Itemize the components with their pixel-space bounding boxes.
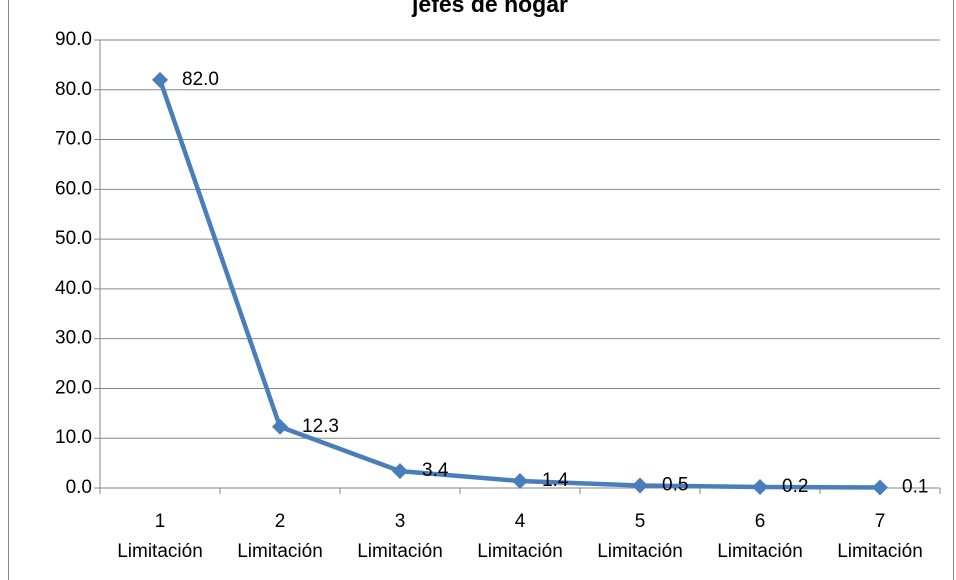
data-label: 0.5 [662,475,688,496]
y-tick-label: 30.0 [55,328,92,349]
x-tick-label: 2 Limitación [237,511,323,562]
data-label: 12.3 [302,416,339,437]
data-point [872,479,888,496]
y-tick-label: 90.0 [55,29,92,50]
x-tick-label: 3 Limitación [357,511,443,562]
data-point [272,418,288,435]
y-tick-label: 80.0 [55,79,92,100]
data-point [632,477,648,494]
x-tick-label: 5 Limitación [597,511,683,562]
data-label: 0.1 [902,477,928,498]
y-tick-label: 40.0 [55,278,92,299]
x-tick-label: 4 Limitación [477,511,563,562]
data-label: 82.0 [182,69,219,90]
chart-border [8,0,954,580]
y-tick-label: 70.0 [55,129,92,150]
y-tick-label: 60.0 [55,178,92,199]
data-point [152,71,168,88]
y-tick-label: 20.0 [55,377,92,398]
data-label: 0.2 [782,476,808,497]
x-tick-label: 1 Limitación [117,511,203,562]
data-label: 1.4 [542,470,569,491]
data-label: 3.4 [422,460,449,481]
y-tick-label: 0.0 [66,477,92,498]
chart-title: jefes de hogar [411,0,568,17]
x-tick-label: 7 Limitación [837,511,923,562]
data-point [392,463,408,480]
data-point [752,479,768,496]
data-point [512,473,528,490]
y-tick-label: 50.0 [55,228,92,249]
x-tick-label: 6 Limitación [717,511,803,562]
y-tick-label: 10.0 [55,427,92,448]
